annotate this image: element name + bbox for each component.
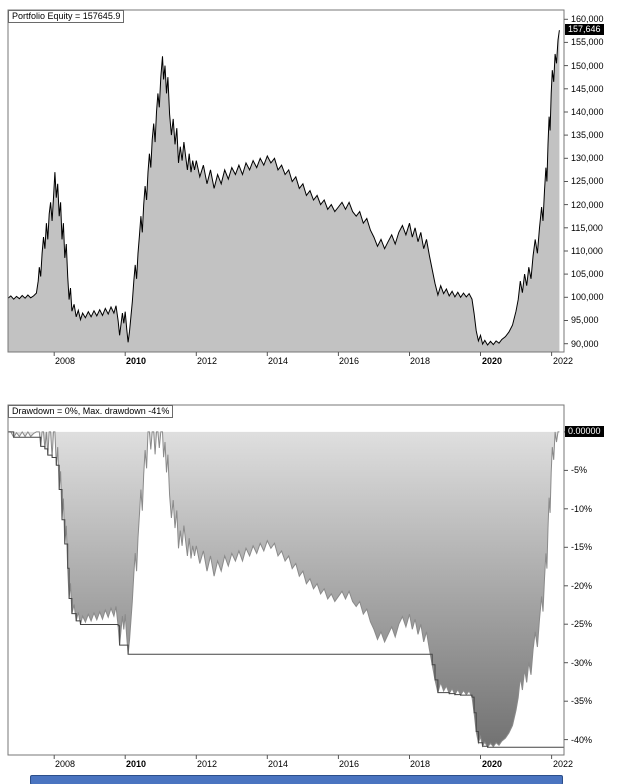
- equity-x-axis-label: 2014: [268, 356, 289, 366]
- equity-chart-title: Portfolio Equity = 157645.9: [8, 10, 125, 23]
- drawdown-y-axis-label: -25%: [571, 619, 593, 629]
- equity-y-axis-label: 160,000: [571, 14, 604, 24]
- equity-y-axis-label: 95,000: [571, 315, 599, 325]
- equity-x-axis-label: 2008: [55, 356, 76, 366]
- equity-x-axis-label: 2022: [553, 356, 574, 366]
- equity-x-axis-label: 2010: [126, 356, 147, 366]
- equity-x-axis-label: 2018: [410, 356, 431, 366]
- equity-current-value-flag: 157,646: [565, 24, 604, 35]
- equity-y-axis-label: 150,000: [571, 61, 604, 71]
- drawdown-y-axis-label: -5%: [571, 465, 588, 475]
- drawdown-x-axis-label: 2018: [410, 759, 431, 769]
- drawdown-x-axis-label: 2022: [553, 759, 574, 769]
- equity-y-axis-label: 135,000: [571, 130, 604, 140]
- equity-x-axis-label: 2012: [197, 356, 218, 366]
- drawdown-x-axis-label: 2016: [339, 759, 360, 769]
- equity-y-axis-label: 140,000: [571, 107, 604, 117]
- equity-y-axis-label: 100,000: [571, 292, 604, 302]
- drawdown-chart-title: Drawdown = 0%, Max. drawdown -41%: [8, 405, 174, 418]
- equity-y-axis-label: 145,000: [571, 84, 604, 94]
- drawdown-y-axis-label: -10%: [571, 504, 593, 514]
- drawdown-x-axis-label: 2010: [126, 759, 147, 769]
- horizontal-scrollbar[interactable]: [30, 775, 563, 784]
- equity-y-axis-label: 90,000: [571, 339, 599, 349]
- drawdown-current-value-flag: 0.00000: [565, 426, 604, 437]
- equity-y-axis-label: 105,000: [571, 269, 604, 279]
- equity-y-axis-label: 130,000: [571, 153, 604, 163]
- drawdown-y-axis-label: -20%: [571, 581, 593, 591]
- drawdown-y-axis-label: -35%: [571, 696, 593, 706]
- drawdown-y-axis-label: -15%: [571, 542, 593, 552]
- equity-y-axis-label: 115,000: [571, 223, 603, 233]
- equity-y-axis-label: 120,000: [571, 200, 604, 210]
- drawdown-y-axis-label: -40%: [571, 735, 593, 745]
- equity-y-axis-label: 110,000: [571, 246, 603, 256]
- drawdown-x-axis-label: 2008: [55, 759, 76, 769]
- equity-x-axis-label: 2020: [482, 356, 503, 366]
- equity-y-axis-label: 125,000: [571, 176, 604, 186]
- drawdown-x-axis-label: 2012: [197, 759, 218, 769]
- drawdown-x-axis-label: 2014: [268, 759, 289, 769]
- equity-y-axis-label: 155,000: [571, 37, 604, 47]
- drawdown-y-axis-label: -30%: [571, 658, 593, 668]
- drawdown-x-axis-label: 2020: [482, 759, 503, 769]
- equity-x-axis-label: 2016: [339, 356, 360, 366]
